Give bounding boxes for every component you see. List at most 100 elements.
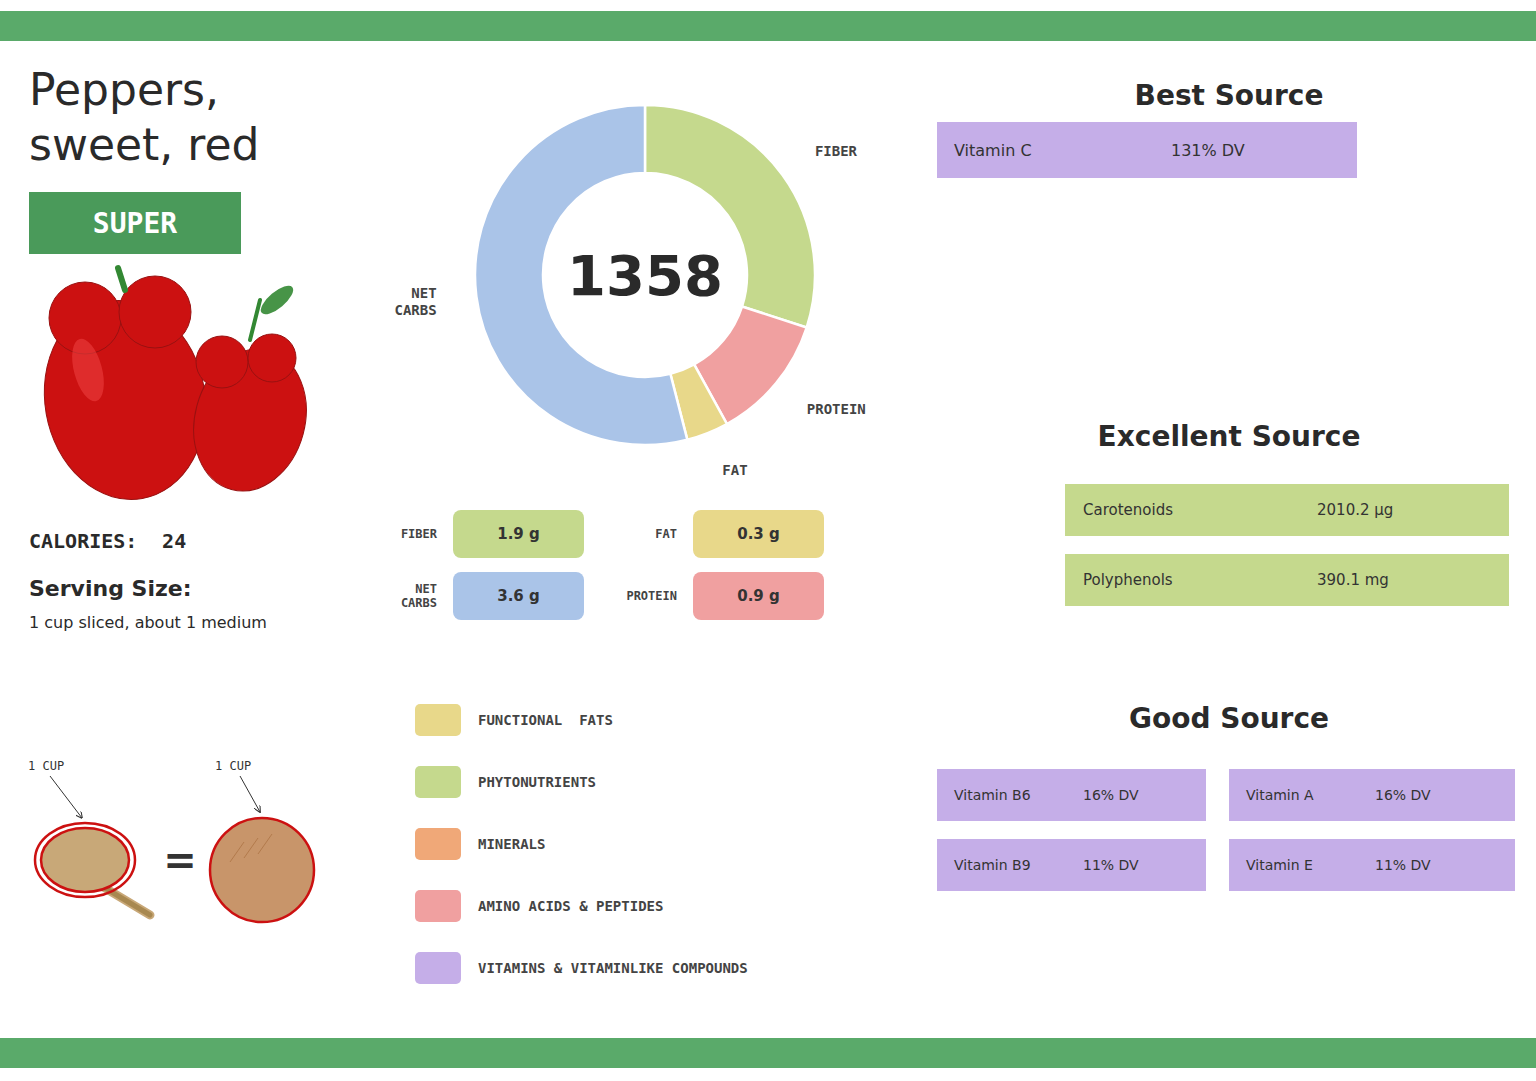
source-value: 16% DV <box>1375 787 1431 803</box>
text-line: FIBER <box>401 527 438 541</box>
macro-label: PROTEIN <box>626 589 677 603</box>
macro-label: FAT <box>655 527 677 541</box>
text-line: NET <box>411 285 436 301</box>
key-label: VITAMINS & VITAMINLIKE COMPOUNDS <box>478 960 748 976</box>
macros: FIBER1.9 gFAT0.3 gNETCARBS3.6 gPROTEIN0.… <box>401 510 824 620</box>
source-value: 16% DV <box>1083 787 1139 803</box>
knuckle-line <box>244 838 258 858</box>
cup-body <box>41 828 129 892</box>
macro-box <box>693 572 824 620</box>
macro-box <box>693 510 824 558</box>
sources-panel: Best SourceVitamin C131% DVExcellent Sou… <box>937 79 1515 891</box>
macro-box <box>453 510 584 558</box>
text-line: 0.9 g <box>737 587 780 605</box>
infographic: Peppers,sweet, redSUPERCALORIES:24Servin… <box>0 0 1536 1081</box>
macro-label: FIBER <box>401 527 438 541</box>
text-line: Vitamin B6 <box>954 787 1031 803</box>
key-label: FUNCTIONAL FATS <box>478 712 613 728</box>
text-line: MINERALS <box>478 836 545 852</box>
text-line: Excellent Source <box>1098 420 1361 453</box>
text-line: Vitamin E <box>1246 857 1313 873</box>
left-panel: Peppers,sweet, redSUPERCALORIES:24Servin… <box>28 64 322 922</box>
text-line: FUNCTIONAL FATS <box>478 712 613 728</box>
text-line: Good Source <box>1129 702 1329 735</box>
segment-label: FIBER <box>815 143 858 159</box>
text-line: 1.9 g <box>497 525 540 543</box>
knuckle-line <box>258 834 272 854</box>
source-label: Carotenoids <box>1083 501 1173 519</box>
section-title: Good Source <box>1129 702 1329 735</box>
text-line: 16% DV <box>1083 787 1139 803</box>
text-line: PHYTONUTRIENTS <box>478 774 596 790</box>
text-line: PROTEIN <box>807 401 866 417</box>
macro-value: 1.9 g <box>497 525 540 543</box>
center-label: 1358 <box>567 243 723 308</box>
measure-label: 1 CUP <box>28 759 64 773</box>
text-line: NET <box>415 582 437 596</box>
serving-size-text: 1 cup sliced, about 1 medium <box>29 613 267 632</box>
text-line: Carotenoids <box>1083 501 1173 519</box>
nutrient-key: FUNCTIONAL FATS PHYTONUTRIENTS MINERALS AMI… <box>415 704 748 984</box>
text-line: SUPER <box>93 207 177 240</box>
key-swatch <box>415 766 461 798</box>
bottom-bar <box>0 1038 1536 1068</box>
text-line: 1358 <box>567 243 723 308</box>
cup-handle <box>100 885 150 915</box>
cup-border <box>35 823 135 897</box>
source-label: Vitamin B6 <box>954 787 1031 803</box>
key-swatch <box>415 890 461 922</box>
text-line: sweet, red <box>29 119 259 170</box>
measure-arrow <box>240 776 260 812</box>
text-line: 24 <box>162 529 186 553</box>
measure-equals: = <box>163 837 197 883</box>
text-line: 1 cup sliced, about 1 medium <box>29 613 267 632</box>
text-line: 11% DV <box>1375 857 1431 873</box>
source-box <box>937 839 1206 891</box>
key-label: MINERALS <box>478 836 545 852</box>
text-line: Best Source <box>1135 79 1324 112</box>
pepper-stem <box>118 268 125 290</box>
macro-value: 0.3 g <box>737 525 780 543</box>
text-line: PROTEIN <box>626 589 677 603</box>
key-label: AMINO ACIDS & PEPTIDES <box>478 898 663 914</box>
badge <box>29 192 241 254</box>
donut-chart: FIBER PROTEIN FAT NETCARBS 1358 <box>394 105 865 478</box>
macro-box <box>453 572 584 620</box>
cup-handle <box>100 885 150 915</box>
source-box <box>1065 554 1509 606</box>
calories-value: 24 <box>162 529 186 553</box>
text-line: 2010.2 μg <box>1317 501 1393 519</box>
text-line: Vitamin C <box>954 141 1032 160</box>
source-box <box>1229 839 1515 891</box>
key-swatch <box>415 828 461 860</box>
measure-arrow <box>50 776 82 818</box>
measure-visual: 1 CUP=1 CUP <box>28 759 314 922</box>
text-line: 390.1 mg <box>1317 571 1389 589</box>
source-label: Vitamin C <box>954 141 1032 160</box>
text-line: CARBS <box>401 596 437 610</box>
key-label: PHYTONUTRIENTS <box>478 774 596 790</box>
source-value: 2010.2 μg <box>1317 501 1393 519</box>
pepper-stem <box>250 300 260 340</box>
source-box <box>1229 769 1515 821</box>
background <box>0 0 1536 1081</box>
pepper-bump <box>196 336 248 388</box>
subtitle: sweet, red <box>29 119 259 170</box>
top-bar <box>0 11 1536 41</box>
text-line: Vitamin A <box>1246 787 1314 803</box>
pepper-illustration <box>29 268 322 512</box>
pepper-bump <box>248 334 296 382</box>
text-line: CALORIES: <box>29 529 137 553</box>
text-line: VITAMINS & VITAMINLIKE COMPOUNDS <box>478 960 748 976</box>
key-swatch <box>415 952 461 984</box>
text-line: 11% DV <box>1083 857 1139 873</box>
macro-label: NETCARBS <box>401 582 437 610</box>
text-line: FAT <box>722 462 747 478</box>
text-line: CARBS <box>394 302 436 318</box>
title: Peppers, <box>29 64 219 115</box>
source-box <box>937 769 1206 821</box>
source-label: Vitamin B9 <box>954 857 1031 873</box>
text-line: Polyphenols <box>1083 571 1173 589</box>
fist <box>210 818 314 922</box>
source-value: 11% DV <box>1375 857 1431 873</box>
